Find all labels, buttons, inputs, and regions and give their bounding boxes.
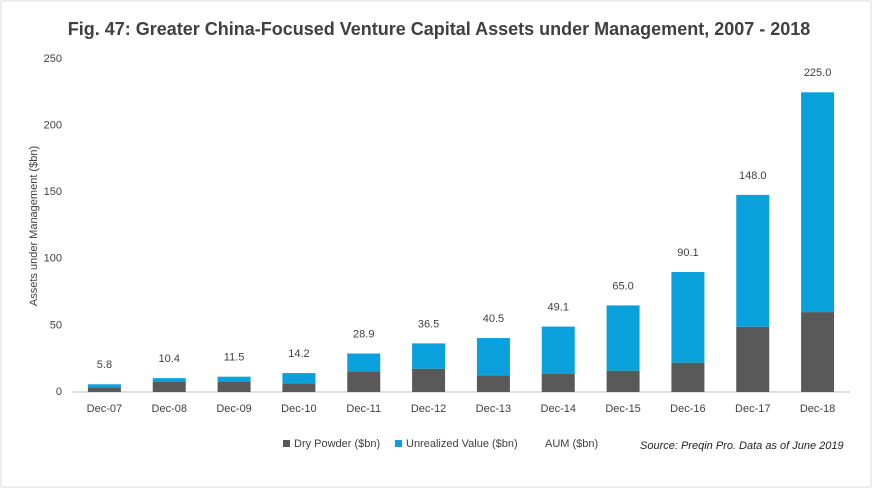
bar-segment: [606, 370, 640, 392]
bar-segment: [736, 194, 770, 327]
x-tick-label: Dec-14: [541, 403, 576, 415]
y-tick-label: 100: [44, 253, 62, 265]
bar-segment: [152, 382, 186, 392]
legend-label: AUM ($bn): [545, 438, 598, 450]
bar-segment: [282, 383, 316, 392]
bar-segment: [347, 371, 381, 392]
bar-segment: [541, 326, 575, 375]
bar-segment: [412, 368, 446, 392]
x-tick-label: Dec-07: [87, 403, 122, 415]
bar-segment: [217, 382, 251, 392]
bar-segment: [476, 338, 510, 376]
bar-segment: [87, 384, 121, 388]
legend-label: Unrealized Value ($bn): [406, 438, 518, 450]
total-label: 14.2: [288, 348, 309, 360]
y-tick-label: 200: [44, 120, 62, 132]
total-label: 90.1: [677, 247, 698, 259]
legend-label: Dry Powder ($bn): [294, 438, 380, 450]
legend-swatch: [395, 440, 402, 447]
total-label: 40.5: [483, 313, 504, 325]
total-label: 49.1: [548, 302, 569, 314]
x-tick-label: Dec-11: [346, 403, 381, 415]
total-label: 11.5: [224, 352, 245, 364]
bar-segment: [282, 373, 316, 384]
bar-segment: [347, 353, 381, 372]
total-label: 65.0: [612, 280, 633, 292]
bar-segment: [412, 343, 446, 369]
y-tick-label: 0: [56, 386, 62, 398]
x-tick-label: Dec-18: [800, 403, 835, 415]
bar-segment: [671, 271, 705, 363]
total-label: 10.4: [159, 353, 180, 365]
x-tick-label: Dec-15: [605, 403, 640, 415]
x-tick-label: Dec-09: [216, 403, 251, 415]
total-label: 5.8: [97, 359, 112, 371]
total-label: 148.0: [739, 170, 767, 182]
y-tick-label: 150: [44, 186, 62, 198]
x-tick-label: Dec-08: [152, 403, 187, 415]
bar-segment: [541, 374, 575, 392]
y-tick-label: 50: [50, 319, 62, 331]
bar-segment: [606, 305, 640, 371]
bar-segment: [801, 312, 835, 392]
x-tick-label: Dec-16: [670, 403, 705, 415]
chart-title: Fig. 47: Greater China-Focused Venture C…: [68, 19, 811, 39]
legend-swatch: [283, 440, 290, 447]
bar-segment: [671, 362, 705, 392]
bar-segment: [152, 378, 186, 383]
y-axis-label: Assets under Management ($bn): [28, 146, 40, 306]
x-tick-label: Dec-13: [476, 403, 511, 415]
bar-segment: [87, 387, 121, 392]
total-label: 36.5: [418, 318, 439, 330]
bar-segment: [801, 92, 835, 313]
bar-segment: [736, 326, 770, 392]
x-tick-label: Dec-10: [281, 403, 316, 415]
total-label: 225.0: [804, 67, 832, 79]
source-note: Source: Preqin Pro. Data as of June 2019: [640, 440, 844, 452]
total-label: 28.9: [353, 328, 374, 340]
bar-segment: [217, 376, 251, 383]
bar-segment: [476, 375, 510, 392]
x-tick-label: Dec-17: [735, 403, 770, 415]
y-tick-label: 250: [44, 53, 62, 65]
x-tick-label: Dec-12: [411, 403, 446, 415]
